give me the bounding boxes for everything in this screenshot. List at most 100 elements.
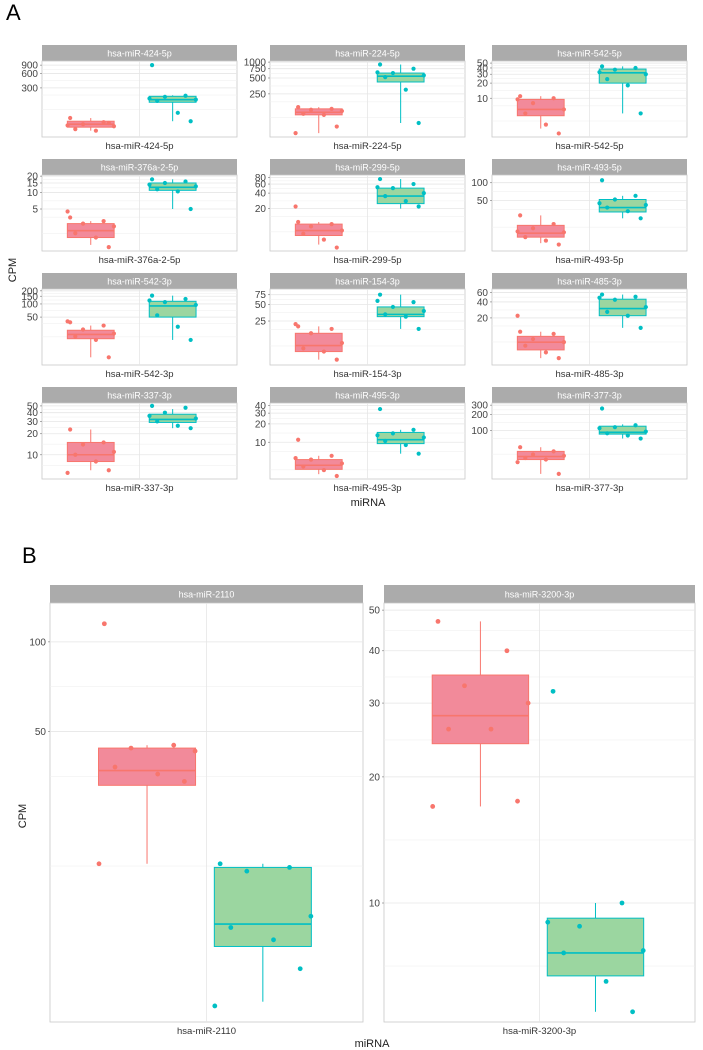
data-point	[599, 292, 605, 297]
y-tick-label: 10	[255, 438, 267, 449]
data-point	[530, 336, 536, 342]
data-point	[147, 413, 152, 418]
data-point	[68, 427, 73, 432]
data-point	[106, 245, 111, 250]
group-red	[96, 621, 198, 867]
data-point	[65, 209, 70, 214]
data-point	[188, 426, 193, 431]
y-tick-label: 150	[21, 292, 38, 303]
x-tick-label: hsa-miR-2110	[177, 1026, 236, 1037]
data-point	[339, 461, 345, 466]
data-point	[640, 948, 646, 953]
data-point	[612, 297, 618, 302]
y-tick-label: 50	[27, 313, 39, 324]
data-point	[329, 326, 334, 332]
data-point	[643, 429, 648, 434]
data-point	[73, 127, 78, 132]
data-point	[556, 131, 561, 136]
data-point	[551, 221, 556, 227]
y-tick-label: 50	[27, 401, 39, 412]
data-point	[101, 440, 106, 445]
data-point	[518, 445, 523, 450]
data-point	[175, 423, 180, 428]
data-point	[638, 216, 643, 221]
data-point	[155, 187, 160, 192]
x-tick-label: hsa-miR-299-5p	[333, 255, 401, 266]
y-tick-label: 15	[27, 178, 39, 189]
data-point	[543, 350, 548, 355]
data-point	[149, 403, 155, 408]
y-tick-label: 1000	[244, 58, 267, 69]
facet-strip	[270, 273, 465, 289]
facet-strip	[270, 387, 465, 403]
y-tick-label: 40	[27, 408, 39, 419]
data-point	[390, 431, 396, 436]
data-point	[523, 343, 528, 348]
y-tick-label: 300	[21, 83, 38, 94]
data-point	[421, 435, 426, 440]
group-red	[293, 105, 345, 136]
y-tick-label: 10	[477, 94, 489, 105]
y-tick-label: 200	[21, 286, 38, 297]
y-tick-label: 250	[249, 89, 266, 100]
facet-title: hsa-miR-3200-3p	[505, 590, 575, 600]
data-point	[93, 235, 98, 240]
data-point	[334, 357, 339, 362]
data-point	[638, 436, 643, 441]
data-point	[403, 198, 408, 204]
y-tick-label: 10	[27, 450, 39, 461]
data-point	[193, 302, 198, 308]
data-point	[183, 93, 188, 98]
data-point	[525, 700, 531, 706]
data-point	[111, 124, 117, 129]
data-point	[530, 452, 536, 457]
data-point	[321, 467, 326, 473]
facet-title: hsa-miR-485-3p	[557, 277, 622, 287]
data-point	[93, 337, 98, 343]
facet-title: hsa-miR-154-3p	[335, 277, 400, 287]
data-point	[605, 431, 610, 436]
data-point	[155, 313, 160, 318]
y-tick-label: 200	[471, 410, 488, 421]
data-point	[612, 67, 618, 72]
y-tick-label: 20	[27, 172, 39, 183]
data-point	[339, 340, 345, 346]
data-point	[80, 327, 86, 332]
group-red	[65, 209, 117, 250]
data-point	[162, 300, 168, 305]
y-tick-label: 50	[255, 300, 267, 311]
facet-strip	[42, 45, 237, 61]
data-point	[411, 181, 416, 187]
data-point	[599, 64, 605, 69]
facet-strip	[42, 273, 237, 289]
data-point	[329, 106, 334, 111]
y-tick-label: 40	[369, 646, 381, 657]
data-point	[625, 313, 630, 318]
data-point	[390, 186, 396, 191]
data-point	[193, 416, 198, 421]
data-point	[183, 296, 188, 302]
group-red	[430, 618, 531, 809]
data-point	[155, 419, 160, 424]
data-point	[188, 119, 193, 124]
data-point	[518, 94, 523, 99]
y-axis-title: CPM	[17, 804, 29, 828]
data-point	[625, 433, 630, 438]
data-point	[605, 77, 610, 82]
facet-title: hsa-miR-493-5p	[557, 163, 622, 173]
y-tick-label: 50	[477, 59, 489, 70]
data-point	[551, 449, 556, 454]
data-point	[383, 194, 388, 199]
data-point	[556, 356, 561, 361]
x-axis-title: miRNA	[355, 1038, 390, 1050]
data-point	[530, 226, 536, 231]
data-point	[638, 325, 643, 330]
y-tick-label: 500	[249, 73, 266, 84]
y-tick-label: 10	[369, 899, 381, 910]
data-point	[638, 111, 643, 116]
